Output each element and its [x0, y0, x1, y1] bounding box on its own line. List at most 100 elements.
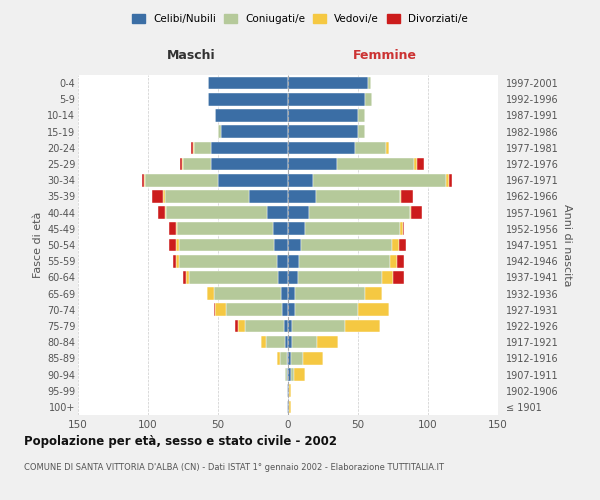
Bar	[288, 93, 365, 106]
Bar	[288, 400, 289, 413]
Bar	[288, 304, 295, 316]
Bar	[166, 206, 267, 219]
Bar	[365, 288, 382, 300]
Text: COMUNE DI SANTA VITTORIA D'ALBA (CN) - Dati ISTAT 1° gennaio 2002 - Elaborazione: COMUNE DI SANTA VITTORIA D'ALBA (CN) - D…	[24, 462, 444, 471]
Bar	[145, 174, 218, 186]
Bar	[287, 384, 288, 397]
Y-axis label: Anni di nascita: Anni di nascita	[562, 204, 572, 286]
Bar	[180, 158, 182, 170]
Bar	[182, 158, 183, 170]
Bar	[400, 222, 403, 235]
Bar	[414, 158, 417, 170]
Bar	[221, 126, 288, 138]
Bar	[288, 142, 355, 154]
Bar	[392, 238, 398, 252]
Bar	[382, 271, 393, 283]
Bar	[287, 368, 288, 381]
Text: Popolazione per età, sesso e stato civile - 2002: Popolazione per età, sesso e stato civil…	[24, 435, 337, 448]
Bar	[287, 352, 288, 364]
Legend: Celibi/Nubili, Coniugati/e, Vedovi/e, Divorziati/e: Celibi/Nubili, Coniugati/e, Vedovi/e, Di…	[128, 10, 472, 29]
Bar	[144, 174, 145, 186]
Bar	[400, 190, 401, 202]
Bar	[215, 109, 288, 122]
Bar	[289, 400, 291, 413]
Bar	[278, 271, 288, 283]
Bar	[288, 238, 301, 252]
Bar	[291, 368, 293, 381]
Bar	[292, 320, 346, 332]
Bar	[358, 126, 365, 138]
Bar	[165, 190, 249, 202]
Bar	[226, 304, 283, 316]
Bar	[292, 336, 317, 348]
Bar	[410, 206, 411, 219]
Bar	[368, 77, 371, 90]
Bar	[411, 206, 422, 219]
Bar	[214, 288, 281, 300]
Bar	[304, 352, 323, 364]
Bar	[295, 288, 365, 300]
Bar	[176, 255, 179, 268]
Text: Femmine: Femmine	[353, 50, 416, 62]
Bar	[211, 142, 288, 154]
Bar	[288, 288, 295, 300]
Bar	[288, 190, 316, 202]
Bar	[183, 158, 211, 170]
Bar	[281, 288, 288, 300]
Bar	[215, 304, 226, 316]
Bar	[193, 142, 194, 154]
Bar	[152, 190, 163, 202]
Bar	[207, 288, 214, 300]
Bar	[238, 320, 245, 332]
Bar	[191, 142, 193, 154]
Bar	[179, 255, 277, 268]
Bar	[288, 320, 292, 332]
Bar	[169, 222, 176, 235]
Bar	[214, 304, 215, 316]
Bar	[218, 126, 221, 138]
Bar	[298, 271, 382, 283]
Bar	[386, 142, 389, 154]
Bar	[165, 206, 166, 219]
Bar	[266, 336, 285, 348]
Bar	[288, 384, 289, 397]
Bar	[288, 368, 291, 381]
Bar	[211, 158, 288, 170]
Bar	[186, 271, 188, 283]
Bar	[355, 142, 386, 154]
Bar	[183, 271, 186, 283]
Bar	[280, 352, 287, 364]
Bar	[365, 93, 372, 106]
Bar	[208, 93, 288, 106]
Bar	[188, 271, 278, 283]
Bar	[277, 255, 288, 268]
Bar	[397, 255, 404, 268]
Bar	[316, 190, 400, 202]
Bar	[173, 255, 176, 268]
Bar	[176, 238, 179, 252]
Bar	[446, 174, 449, 186]
Bar	[218, 174, 288, 186]
Y-axis label: Fasce di età: Fasce di età	[32, 212, 43, 278]
Bar	[267, 206, 288, 219]
Bar	[163, 190, 165, 202]
Bar	[288, 126, 358, 138]
Bar	[288, 158, 337, 170]
Bar	[309, 206, 410, 219]
Bar	[158, 206, 165, 219]
Bar	[179, 238, 274, 252]
Bar	[299, 255, 390, 268]
Bar	[313, 174, 446, 186]
Bar	[287, 400, 288, 413]
Bar	[288, 336, 292, 348]
Bar	[288, 206, 309, 219]
Bar	[305, 222, 400, 235]
Bar	[403, 222, 404, 235]
Bar	[169, 238, 176, 252]
Bar	[288, 109, 358, 122]
Bar	[317, 336, 338, 348]
Bar	[245, 320, 284, 332]
Text: Maschi: Maschi	[167, 50, 216, 62]
Bar	[288, 255, 299, 268]
Bar	[358, 109, 365, 122]
